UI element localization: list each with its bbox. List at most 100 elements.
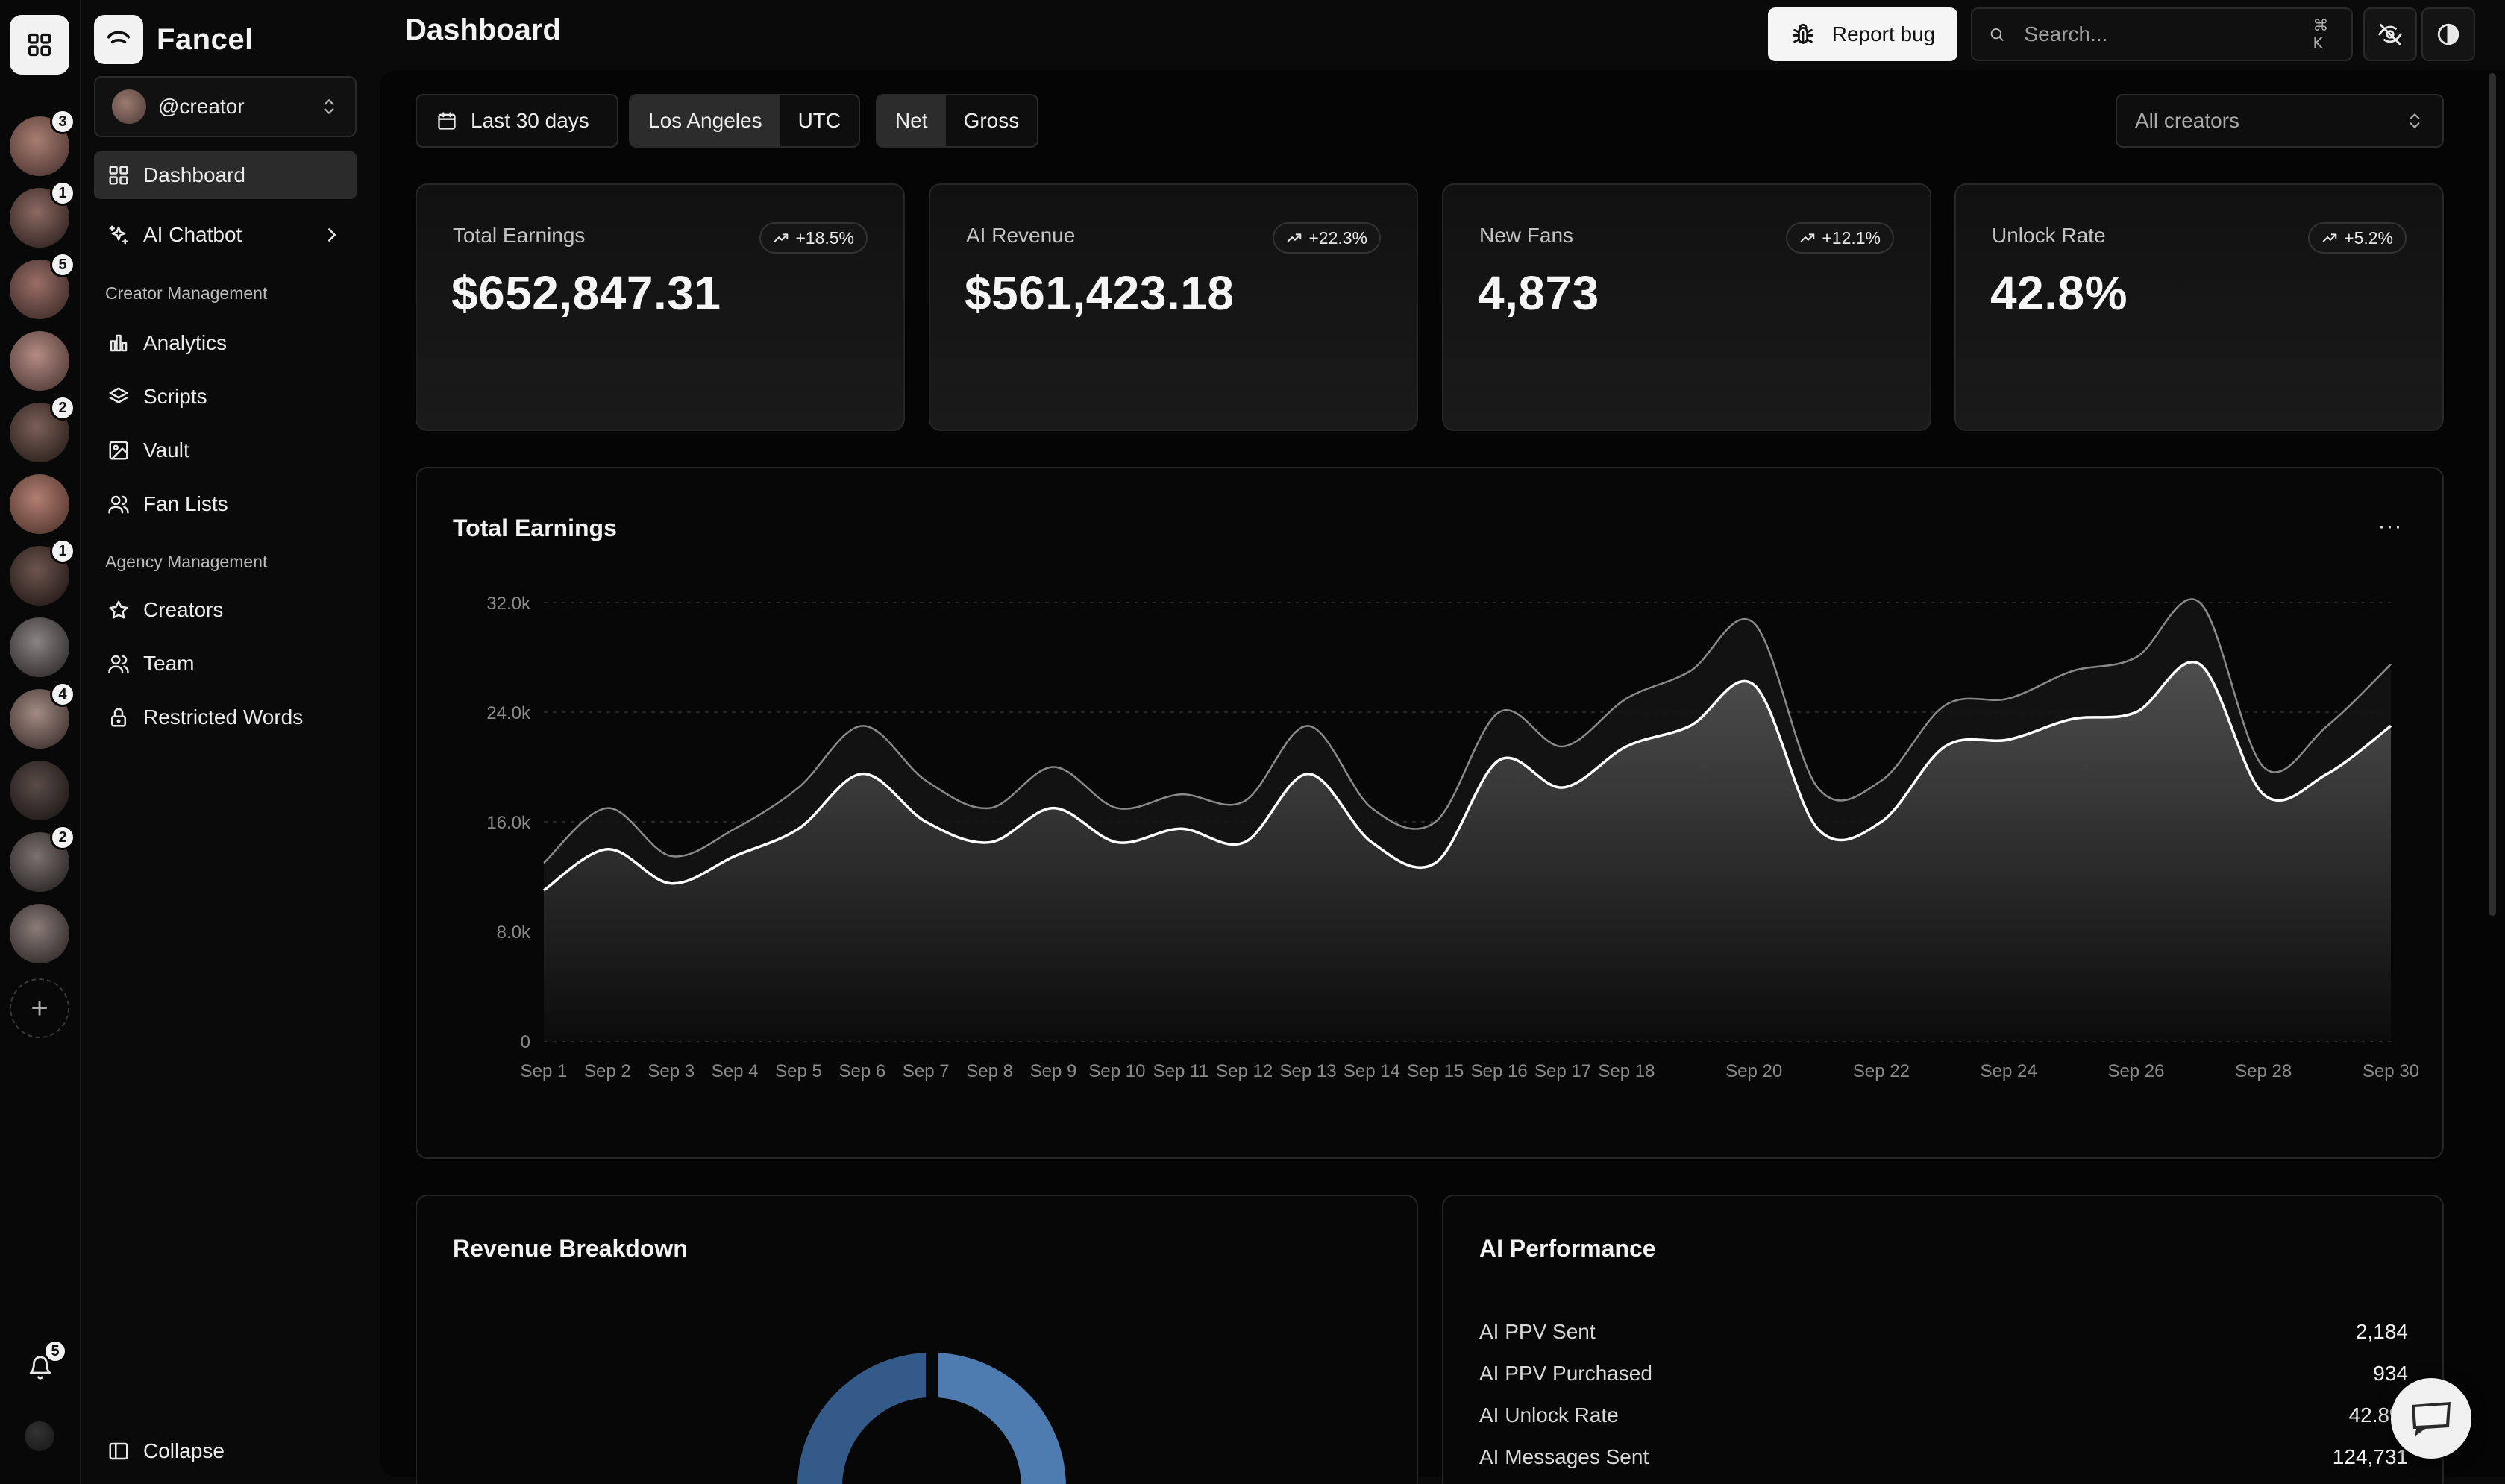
search-box[interactable]: ⌘ K <box>1971 7 2353 61</box>
creator-avatar[interactable]: 1 <box>10 538 75 606</box>
x-tick-label: Sep 18 <box>1598 1061 1655 1081</box>
y-tick-label: 32.0k <box>486 594 531 614</box>
brand-name: Fancel <box>157 22 254 56</box>
notifications-button[interactable]: 5 <box>22 1339 67 1386</box>
collapse-label: Collapse <box>143 1439 225 1462</box>
chart-title: Total Earnings <box>453 515 617 541</box>
apps-grid-button[interactable] <box>10 15 69 75</box>
eye-off-icon <box>2378 23 2402 45</box>
dashboard-icon <box>107 164 130 186</box>
creator-avatar[interactable]: 5 <box>10 252 75 319</box>
x-tick-label: Sep 3 <box>648 1061 695 1081</box>
account-handle: @creator <box>158 95 245 118</box>
nav-ai-chatbot[interactable]: AI Chatbot <box>94 211 357 259</box>
creator-avatar[interactable]: 2 <box>10 825 75 892</box>
x-tick-label: Sep 28 <box>2235 1061 2292 1081</box>
layers-icon <box>107 386 130 408</box>
timezone-toggle: Los Angeles UTC <box>629 94 861 148</box>
scrollbar-thumb[interactable] <box>2489 73 2496 916</box>
nav-dashboard-label: Dashboard <box>143 163 245 186</box>
x-tick-label: Sep 7 <box>903 1061 950 1081</box>
date-range-label: Last 30 days <box>471 109 589 132</box>
search-input[interactable] <box>2024 22 2294 46</box>
theme-toggle-button[interactable] <box>2421 7 2475 61</box>
nav-scripts[interactable]: Scripts <box>94 373 357 421</box>
timezone-option-los-angeles[interactable]: Los Angeles <box>630 95 780 146</box>
stat-delta-badge: +18.5% <box>759 222 868 254</box>
creator-avatar[interactable] <box>10 904 69 963</box>
revenue-mode-net[interactable]: Net <box>877 95 946 146</box>
bell-icon <box>29 1356 51 1380</box>
revenue-breakdown-title: Revenue Breakdown <box>453 1235 688 1262</box>
nav-fan-lists[interactable]: Fan Lists <box>94 480 357 528</box>
stat-label: New Fans <box>1479 224 1574 247</box>
chat-bubble-icon <box>2412 1402 2451 1436</box>
perf-value: 124,731 <box>2332 1445 2408 1468</box>
nav-restricted-words[interactable]: Restricted Words <box>94 694 357 741</box>
lock-icon <box>107 706 130 729</box>
nav-vault[interactable]: Vault <box>94 427 357 474</box>
stat-card-unlock-rate: Unlock Rate +5.2% 42.8% <box>1954 183 2444 431</box>
hide-values-button[interactable] <box>2363 7 2417 61</box>
creator-avatar[interactable] <box>10 761 69 820</box>
report-bug-button[interactable]: Report bug <box>1768 7 1957 61</box>
stat-delta-badge: +12.1% <box>1786 222 1894 254</box>
support-chat-button[interactable] <box>2391 1378 2471 1459</box>
creator-avatar[interactable]: 3 <box>10 109 75 176</box>
creator-avatar-image <box>10 761 69 820</box>
timezone-option-utc[interactable]: UTC <box>797 109 841 132</box>
y-tick-label: 8.0k <box>497 922 531 943</box>
grid-icon <box>28 33 51 57</box>
perf-label: AI PPV Sent <box>1479 1320 1596 1343</box>
unread-badge: 1 <box>50 538 75 564</box>
x-tick-label: Sep 11 <box>1153 1061 1208 1081</box>
creator-avatar[interactable] <box>10 617 69 677</box>
team-icon <box>107 653 130 675</box>
x-tick-label: Sep 2 <box>584 1061 631 1081</box>
lower-series-area <box>544 661 2391 1041</box>
user-avatar[interactable] <box>25 1421 54 1451</box>
creator-avatar[interactable]: 2 <box>10 395 75 462</box>
stat-delta-value: +22.3% <box>1308 227 1367 248</box>
perf-label: AI Messages Sent <box>1479 1445 1649 1468</box>
x-tick-label: Sep 5 <box>775 1061 822 1081</box>
more-options-button[interactable]: ··· <box>2377 514 2403 538</box>
x-tick-label: Sep 17 <box>1534 1061 1591 1081</box>
x-tick-label: Sep 4 <box>712 1061 759 1081</box>
sparkles-icon <box>107 224 130 246</box>
panel-left-icon <box>107 1440 130 1462</box>
earnings-area-chart: 0 8.0k 16.0k 24.0k 32.0k Sep 1 Sep 2 Sep 3 Sep 4… <box>486 594 2419 1081</box>
creator-avatar-image <box>10 331 69 391</box>
creator-avatar[interactable]: 4 <box>10 682 75 749</box>
collapse-sidebar-button[interactable]: Collapse <box>94 1427 357 1475</box>
account-switcher[interactable]: @creator <box>94 76 357 137</box>
x-tick-label: Sep 15 <box>1407 1061 1464 1081</box>
trending-up-icon <box>2322 233 2337 242</box>
x-tick-label: Sep 6 <box>839 1061 886 1081</box>
add-creator-button[interactable]: + <box>10 978 69 1038</box>
creators-select[interactable]: All creators <box>2116 94 2444 148</box>
stat-value: 4,873 <box>1478 266 1599 320</box>
creator-avatar[interactable] <box>10 474 69 534</box>
perf-label: AI PPV Purchased <box>1479 1362 1652 1385</box>
contrast-icon <box>2437 23 2459 45</box>
creator-avatar[interactable]: 1 <box>10 180 75 248</box>
revenue-mode-gross[interactable]: Gross <box>963 109 1020 132</box>
date-range-button[interactable]: Last 30 days <box>416 94 618 148</box>
bug-icon <box>1792 23 1813 44</box>
section-creator-management: Creator Management <box>105 283 268 303</box>
brand-logo-icon <box>94 15 143 64</box>
chevrons-up-down-icon <box>2410 113 2420 128</box>
nav-analytics[interactable]: Analytics <box>94 319 357 367</box>
creator-avatar[interactable] <box>10 331 69 391</box>
nav-creators[interactable]: Creators <box>94 586 357 634</box>
perf-row: AI Messages Sent 124,731 <box>1479 1445 2408 1469</box>
chevrons-up-down-icon <box>324 99 334 114</box>
stat-delta-badge: +22.3% <box>1273 222 1381 254</box>
stat-delta-value: +18.5% <box>795 227 854 248</box>
nav-dashboard[interactable]: Dashboard <box>94 151 357 199</box>
scrollbar[interactable] <box>2485 70 2505 1477</box>
x-tick-label: Sep 10 <box>1088 1061 1145 1081</box>
total-earnings-chart-card: Total Earnings ··· 0 8.0k 16.0k 24.0k 32.0k S… <box>416 467 2444 1159</box>
nav-team[interactable]: Team <box>94 640 357 688</box>
